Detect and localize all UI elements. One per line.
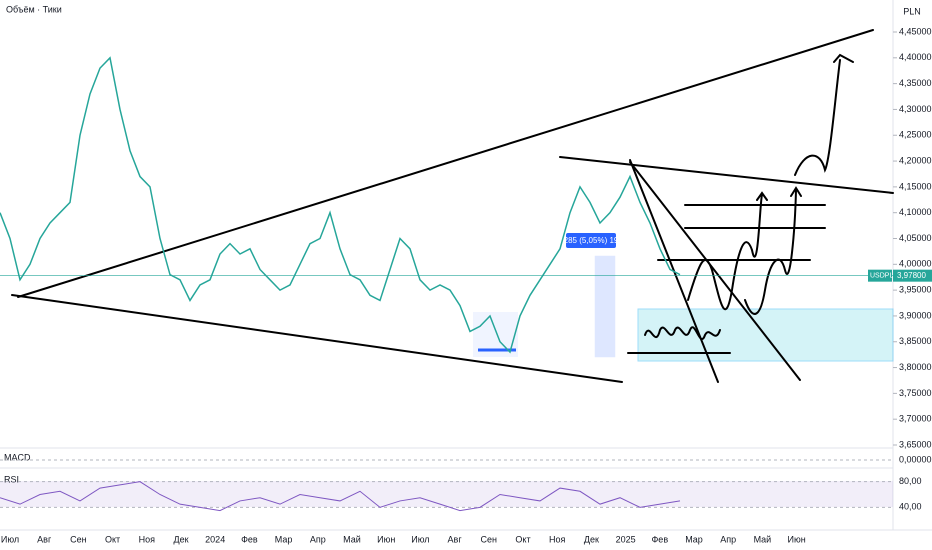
rsi-label: RSI (4, 474, 19, 484)
y-tick-label: 4,45000 (899, 26, 932, 36)
y-tick-label: 4,20000 (899, 155, 932, 165)
x-tick-label: Авг (37, 534, 52, 544)
y-tick-label: 3,90000 (899, 310, 932, 320)
symbol: USDPLN (870, 273, 898, 280)
x-tick-label: Июн (377, 534, 395, 544)
x-tick-label: Сен (70, 534, 87, 544)
x-tick-label: Июл (1, 534, 19, 544)
x-tick-label: Дек (173, 534, 188, 544)
x-tick-label: Ноя (549, 534, 566, 544)
y-tick-label: 3,80000 (899, 362, 932, 372)
y-tick-label: 4,00000 (899, 259, 932, 269)
last-price-tag (893, 269, 932, 282)
x-tick-label: 2025 (616, 534, 636, 544)
macd-tick-label: 0,00000 (899, 454, 932, 464)
x-tick-label: Май (343, 534, 361, 544)
y-tick-label: 4,05000 (899, 233, 932, 243)
x-tick-label: Мар (685, 534, 703, 544)
y-tick-label: 3,65000 (899, 439, 932, 449)
drawings (11, 29, 894, 383)
y-tick-label: 4,10000 (899, 207, 932, 217)
y-tick-label: 4,30000 (899, 104, 932, 114)
y-tick-label: 3,75000 (899, 388, 932, 398)
x-tick-label: Апр (720, 534, 736, 544)
measure-box (594, 255, 616, 358)
x-tick-label: Сен (481, 534, 498, 544)
x-tick-label: Ноя (139, 534, 156, 544)
x-tick-label: 2024 (205, 534, 225, 544)
x-tick-label: Мар (275, 534, 293, 544)
rsi-line (0, 481, 681, 512)
x-tick-label: Авг (448, 534, 463, 544)
last-price: 3,97800 (897, 271, 926, 280)
symbol-tag (868, 269, 892, 282)
x-tick-label: Окт (105, 534, 120, 544)
y-tick-label: 3,85000 (899, 336, 932, 346)
x-tick-label: Июн (787, 534, 805, 544)
legend-label: Объём · Тики (6, 4, 62, 14)
x-tick-label: Фев (651, 534, 668, 544)
price-line (0, 56, 681, 354)
y-tick-label: 3,95000 (899, 285, 932, 295)
x-tick-label: Фев (241, 534, 258, 544)
x-tick-label: Май (754, 534, 772, 544)
x-tick-label: Апр (310, 534, 326, 544)
annotation-box (566, 233, 616, 248)
y-tick-label: 4,25000 (899, 130, 932, 140)
y-tick-label: 3,70000 (899, 414, 932, 424)
rsi-tick-label: 40,00 (899, 502, 922, 512)
rsi-tick-label: 80,00 (899, 476, 922, 486)
x-tick-label: Окт (515, 534, 530, 544)
x-tick-label: Июл (411, 534, 429, 544)
y-tick-label: 4,35000 (899, 78, 932, 88)
rsi-band (0, 481, 893, 507)
currency: PLN (903, 6, 921, 16)
x-tick-label: Дек (584, 534, 599, 544)
y-tick-label: 4,15000 (899, 181, 932, 191)
annotation: 0,19285 (5,05%) 1928,3 (548, 236, 634, 245)
macd-label: MACD (4, 452, 31, 462)
y-tick-label: 4,40000 (899, 52, 932, 62)
